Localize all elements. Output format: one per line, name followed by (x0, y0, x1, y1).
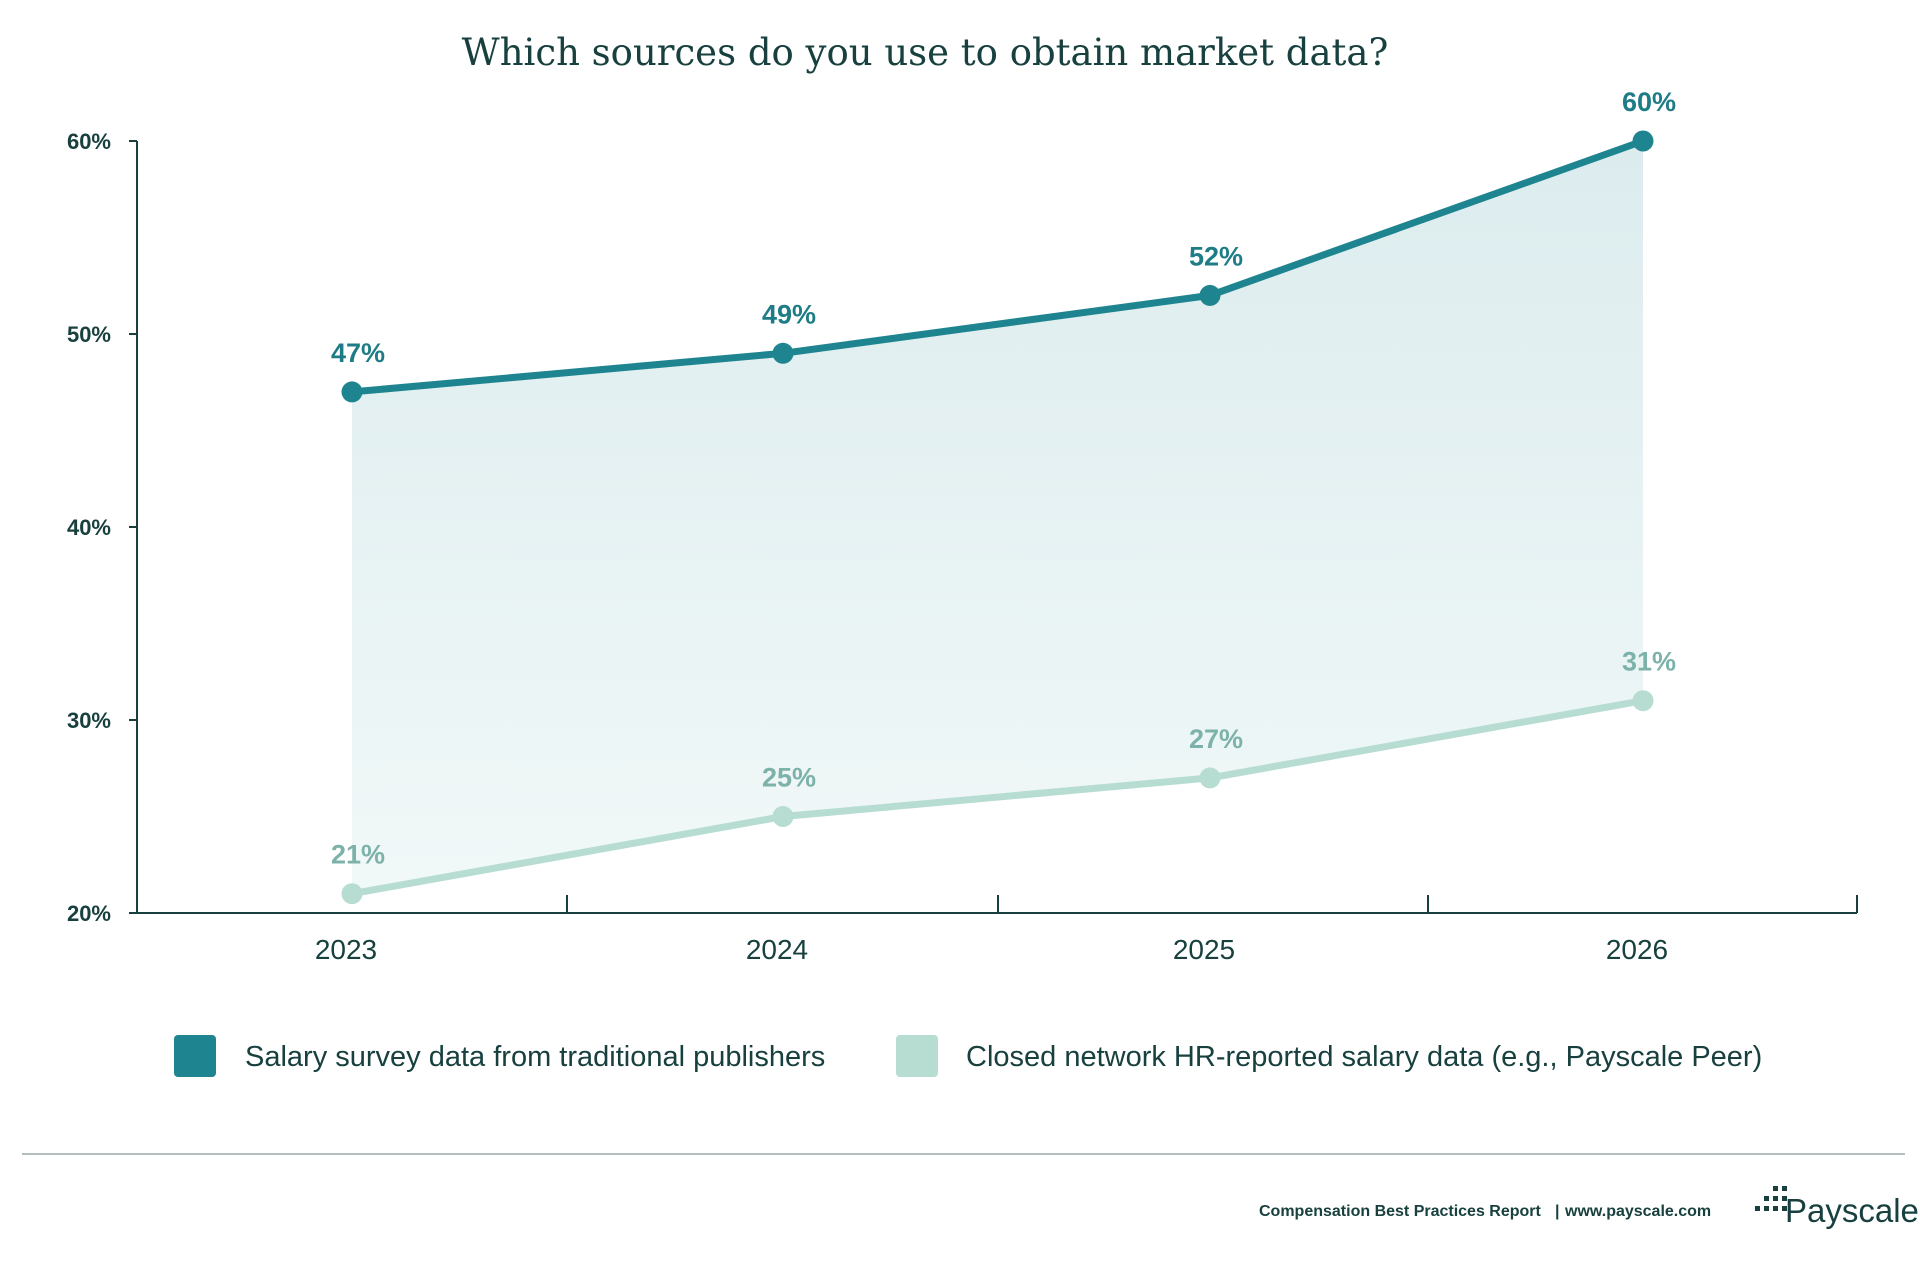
data-point (1199, 767, 1221, 789)
x-tick-label: 2025 (1173, 934, 1235, 965)
data-point (341, 381, 363, 403)
data-label: 60% (1622, 87, 1676, 117)
logo-dot (1782, 1186, 1787, 1191)
logo-dot (1764, 1206, 1769, 1211)
y-tick-label: 30% (67, 708, 111, 733)
footer: Compensation Best Practices Report | www… (1259, 1186, 1919, 1229)
logo-dot (1782, 1206, 1787, 1211)
logo-dot (1755, 1206, 1760, 1211)
data-label: 25% (762, 763, 816, 793)
logo-dot (1773, 1186, 1778, 1191)
x-tick-label: 2024 (746, 934, 808, 965)
y-tick-label: 50% (67, 322, 111, 347)
legend-label: Salary survey data from traditional publ… (245, 1041, 825, 1073)
footer-report-title: Compensation Best Practices Report (1259, 1203, 1542, 1220)
payscale-logo-icon (1755, 1186, 1787, 1211)
logo-dot (1773, 1196, 1778, 1201)
x-tick-label: 2023 (315, 934, 377, 965)
legend-label: Closed network HR-reported salary data (… (966, 1041, 1762, 1073)
data-point (772, 342, 794, 364)
data-point (1632, 690, 1654, 712)
data-labels: 21% 25% 27% 31% 47% 49% 52% 60% (331, 87, 1676, 870)
series-line (348, 137, 1647, 396)
chart-title: Which sources do you use to obtain marke… (462, 31, 1389, 74)
logo-dot (1773, 1206, 1778, 1211)
axes: 20% 30% 40% 50% 60% 2023 2024 2025 2026 (67, 129, 1858, 965)
area-layer (352, 141, 1643, 894)
data-label: 27% (1189, 724, 1243, 754)
x-tick-label: 2026 (1606, 934, 1668, 965)
logo-dot (1764, 1196, 1769, 1201)
footer-separator: | (1555, 1203, 1559, 1220)
data-point (1199, 284, 1221, 306)
series-layer (341, 130, 1654, 905)
legend: Salary survey data from traditional publ… (174, 1035, 1762, 1077)
data-label: 49% (762, 299, 816, 329)
y-tick-label: 60% (67, 129, 111, 154)
data-point (772, 806, 794, 827)
data-label: 47% (331, 338, 385, 368)
legend-swatch (896, 1035, 938, 1077)
footer-url[interactable]: www.payscale.com (1564, 1203, 1711, 1220)
series-line (348, 697, 1647, 898)
legend-swatch (174, 1035, 216, 1077)
y-tick-label: 40% (67, 515, 111, 540)
data-point (341, 883, 363, 905)
data-point (1632, 130, 1654, 152)
data-label: 52% (1189, 241, 1243, 271)
area-between-series (352, 141, 1643, 894)
logo-dot (1782, 1196, 1787, 1201)
payscale-logo-text: Payscale (1785, 1192, 1919, 1229)
data-label: 21% (331, 840, 385, 870)
data-label: 31% (1622, 647, 1676, 677)
y-tick-label: 20% (67, 901, 111, 926)
